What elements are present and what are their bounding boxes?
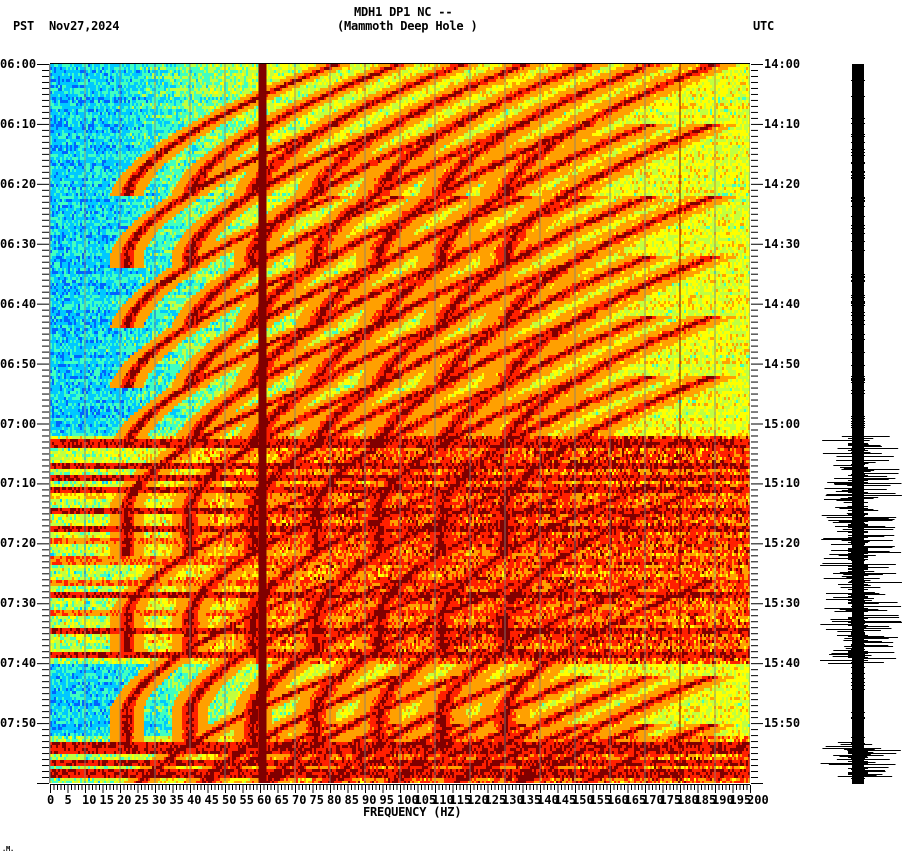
x-axis-title: FREQUENCY (HZ) [363, 806, 461, 818]
y-tick-label-utc: 15:50 [764, 717, 800, 729]
y-tick-label-utc: 15:30 [764, 597, 800, 609]
y-tick-label-utc: 14:10 [764, 118, 800, 130]
y-tick-label-pst: 07:50 [0, 717, 36, 729]
x-tick-label: 35 [170, 794, 184, 806]
x-tick-label: 55 [240, 794, 254, 806]
y-tick-label-pst: 06:10 [0, 118, 36, 130]
y-tick-label-pst: 07:20 [0, 537, 36, 549]
y-tick-label-utc: 14:40 [764, 298, 800, 310]
y-tick-label-pst: 06:50 [0, 358, 36, 370]
x-tick-label: 40 [187, 794, 201, 806]
x-tick-label: 10 [82, 794, 96, 806]
y-tick-label-utc: 14:00 [764, 58, 800, 70]
y-tick-label-utc: 15:40 [764, 657, 800, 669]
x-tick-label: 75 [310, 794, 324, 806]
y-tick-label-pst: 06:20 [0, 178, 36, 190]
x-tick-label: 20 [117, 794, 131, 806]
x-tick-label: 60 [257, 794, 271, 806]
footer-mark: .M. [2, 846, 14, 853]
y-tick-label-pst: 07:10 [0, 477, 36, 489]
y-tick-label-pst: 07:00 [0, 418, 36, 430]
x-tick-label: 5 [65, 794, 72, 806]
y-tick-label-utc: 15:20 [764, 537, 800, 549]
y-tick-label-pst: 06:40 [0, 298, 36, 310]
y-tick-label-pst: 07:40 [0, 657, 36, 669]
x-tick-label: 80 [327, 794, 341, 806]
x-tick-label: 200 [747, 794, 769, 806]
y-tick-label-pst: 06:30 [0, 238, 36, 250]
x-tick-label: 25 [135, 794, 149, 806]
y-tick-label-utc: 15:00 [764, 418, 800, 430]
x-tick-label: 45 [205, 794, 219, 806]
x-tick-label: 0 [47, 794, 54, 806]
x-tick-label: 70 [292, 794, 306, 806]
y-tick-label-utc: 14:20 [764, 178, 800, 190]
x-tick-label: 30 [152, 794, 166, 806]
y-tick-label-pst: 06:00 [0, 58, 36, 70]
y-tick-label-utc: 14:50 [764, 358, 800, 370]
y-tick-label-utc: 14:30 [764, 238, 800, 250]
x-tick-label: 85 [345, 794, 359, 806]
y-tick-label-utc: 15:10 [764, 477, 800, 489]
x-tick-label: 15 [100, 794, 114, 806]
seismogram-trace [800, 60, 902, 790]
y-tick-label-pst: 07:30 [0, 597, 36, 609]
x-tick-label: 65 [275, 794, 289, 806]
x-tick-label: 50 [222, 794, 236, 806]
